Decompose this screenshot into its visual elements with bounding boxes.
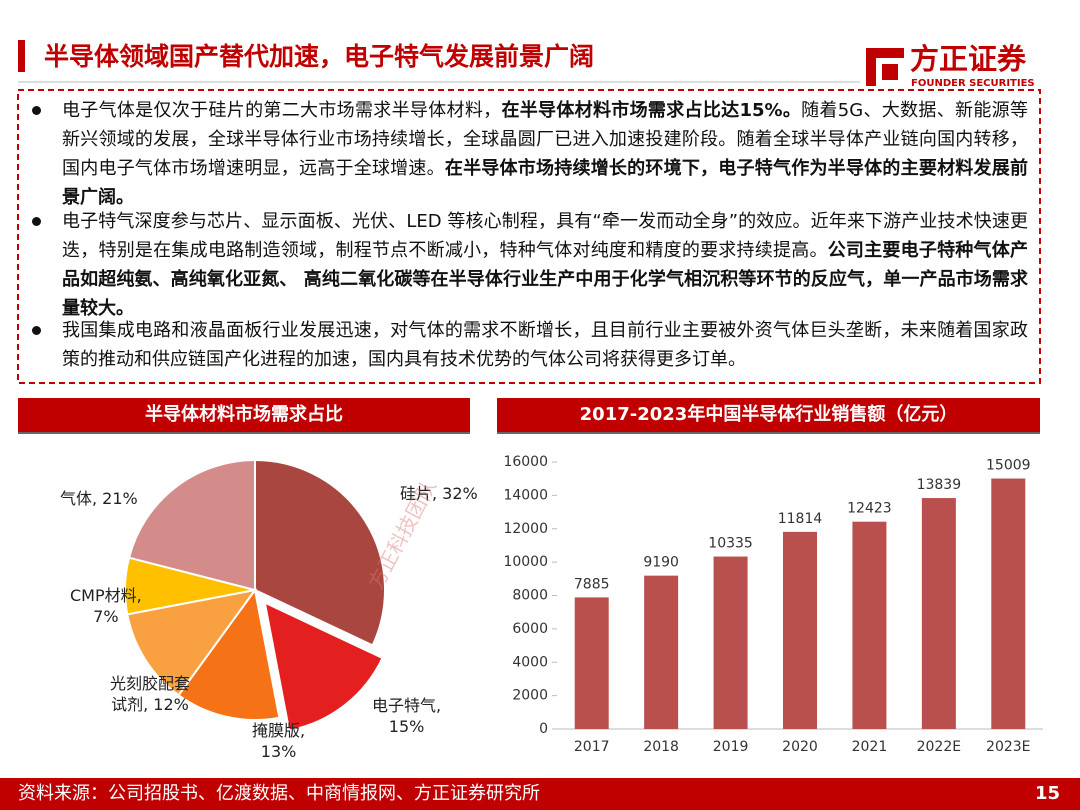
data-label: 气体, 21% <box>60 489 138 508</box>
data-label: 10335 <box>708 536 753 552</box>
text-run: 在半导体材料市场需求占比达15%。 <box>501 100 802 121</box>
banner <box>497 398 1040 432</box>
logo-icon <box>866 48 904 86</box>
x-tick-label: 2018 <box>643 739 679 755</box>
text-box <box>17 89 1041 384</box>
footer-source: 资料来源：公司招股书、亿渡数据、中商情报网、方正证券研究所 <box>18 783 540 804</box>
x-tick-label: 2023E <box>986 739 1030 755</box>
y-tick-label: 16000 <box>503 454 548 470</box>
text-run: 在半导体市场持续增长的环境下，电子特气作为半导体的主要材料发展前景广阔。 <box>62 158 1028 208</box>
text-run: 电子特气深度参与芯片、显示面板、光伏、LED 等核心制程，具有“牵一发而动全身”… <box>62 211 1028 261</box>
text-run: 公司主要电子特种气体产品如超纯氨、高纯氧化亚氮、 高纯二氧化碳等在半导体行业生产… <box>62 240 1028 319</box>
x-tick-label: 2019 <box>713 739 749 755</box>
chart-title: 半导体材料市场需求占比 <box>145 404 343 425</box>
y-tick-label: 14000 <box>503 487 548 503</box>
data-label: 掩膜版, 13% <box>252 721 306 761</box>
bullet-dot <box>32 326 41 335</box>
text-run: 电子气体是仅次于硅片的第二大市场需求半导体材料， <box>62 100 502 121</box>
slide-title: 半导体领域国产替代加速，电子特气发展前景广阔 <box>44 42 595 71</box>
chart-title: 2017-2023年中国半导体行业销售额（亿元） <box>579 404 958 425</box>
data-label: 电子特气, 15% <box>372 696 442 736</box>
bar <box>991 478 1026 729</box>
data-label: CMP材料, 7% <box>70 586 142 626</box>
banner <box>18 398 470 432</box>
x-tick-label: 2017 <box>574 739 610 755</box>
bar <box>574 597 609 729</box>
bar <box>713 556 748 729</box>
bullet-text: 电子特气深度参与芯片、显示面板、光伏、LED 等核心制程，具有“牵一发而动全身”… <box>62 207 1028 323</box>
data-label: 7885 <box>574 576 610 592</box>
text-run: 随着5G、大数据、新能源等新兴领域的发展，全球半导体行业市场持续增长，全球晶圆厂… <box>62 100 1028 179</box>
bullet-dot <box>32 217 41 226</box>
y-tick-label: 8000 <box>512 588 548 604</box>
y-tick-label: 0 <box>539 721 548 737</box>
data-label: 硅片, 32% <box>400 484 478 503</box>
pie-slice <box>177 587 281 721</box>
bar <box>783 531 817 729</box>
x-tick-label: 2022E <box>917 739 961 755</box>
x-tick-label: 2020 <box>782 739 818 755</box>
logo-icon <box>882 64 898 80</box>
y-tick-label: 10000 <box>503 554 548 570</box>
data-label: 13839 <box>917 477 962 493</box>
pie-slice <box>126 588 258 697</box>
y-tick-label: 6000 <box>512 621 548 637</box>
logo-text: 方正证券 <box>910 42 1027 76</box>
data-label: 11814 <box>778 511 823 527</box>
pie-slice <box>254 458 386 647</box>
footer-band <box>0 778 1080 810</box>
y-tick-label: 12000 <box>503 521 548 537</box>
data-label: 15009 <box>986 458 1031 474</box>
y-tick-label: 2000 <box>512 688 548 704</box>
x-tick-label: 2021 <box>852 739 888 755</box>
logo-subtext: FOUNDER SECURITIES <box>911 78 1035 89</box>
data-label: 9190 <box>643 555 679 571</box>
pie-slice <box>263 600 384 732</box>
bar <box>921 498 956 729</box>
bullet-dot <box>32 106 41 115</box>
page-number: 15 <box>1034 783 1060 804</box>
data-label: 光刻胶配套 试剂, 12% <box>110 674 191 714</box>
bullet-text: 电子气体是仅次于硅片的第二大市场需求半导体材料，在半导体材料市场需求占比达15%… <box>62 96 1028 212</box>
title-marker <box>18 40 25 72</box>
pie-slice <box>127 458 256 592</box>
y-tick-label: 4000 <box>512 654 548 670</box>
bar <box>644 575 679 729</box>
data-label: 12423 <box>847 501 892 517</box>
bar <box>852 521 887 729</box>
text-run: 我国集成电路和液晶面板行业发展迅速，对气体的需求不断增长，且目前行业主要被外资气… <box>62 320 1028 370</box>
bullet-text: 我国集成电路和液晶面板行业发展迅速，对气体的需求不断增长，且目前行业主要被外资气… <box>62 316 1028 374</box>
